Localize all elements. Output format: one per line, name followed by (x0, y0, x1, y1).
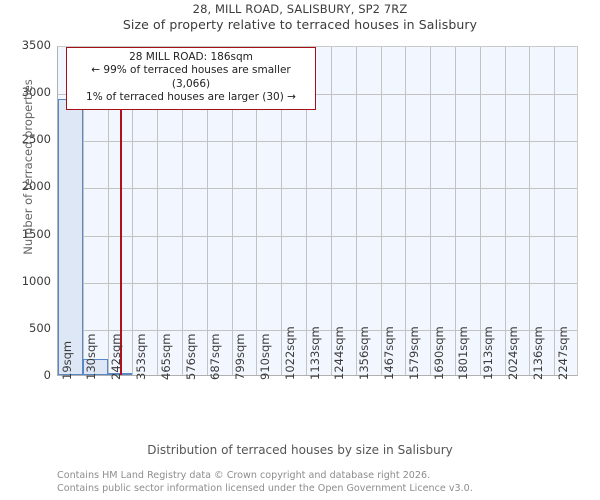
gridline-vertical (132, 47, 134, 375)
footer-attribution: Contains HM Land Registry data © Crown c… (57, 470, 597, 496)
gridline-vertical (479, 47, 481, 375)
plot-area (57, 46, 578, 376)
x-axis-tick-label: 19sqm (59, 340, 74, 380)
x-axis-tick-label: 1022sqm (282, 326, 297, 380)
property-marker-line (120, 47, 122, 375)
x-axis-tick-label: 687sqm (208, 333, 223, 380)
gridline-horizontal (58, 329, 577, 331)
x-axis-tick-label: 2247sqm (555, 326, 570, 380)
x-axis-tick-label: 576sqm (183, 333, 198, 380)
y-axis-tick-label: 500 (29, 320, 51, 335)
gridline-horizontal (58, 235, 577, 237)
x-axis-title: Distribution of terraced houses by size … (147, 443, 453, 457)
chart-subtitle: Size of property relative to terraced ho… (122, 17, 478, 32)
gridline-vertical (182, 47, 184, 375)
gridline-vertical (231, 47, 233, 375)
gridline-vertical (82, 47, 84, 375)
y-axis-tick-label: 2000 (21, 179, 51, 194)
gridline-vertical (281, 47, 283, 375)
y-axis-title: Number of terraced properties (21, 79, 35, 255)
gridline-horizontal (58, 188, 577, 190)
y-axis-tick-label: 1500 (21, 226, 51, 241)
x-axis-tick-label: 1244sqm (332, 326, 347, 380)
gridline-vertical (330, 47, 332, 375)
x-axis-tick-label: 1467sqm (382, 326, 397, 380)
gridline-vertical (554, 47, 556, 375)
footer-line-1: Contains HM Land Registry data © Crown c… (57, 470, 431, 481)
histogram-bar (58, 98, 83, 375)
annotation-line-3: 1% of terraced houses are larger (30) → (86, 91, 296, 104)
y-axis-tick-label: 2500 (21, 132, 51, 147)
x-axis-tick-label: 1356sqm (357, 326, 372, 380)
gridline-vertical (430, 47, 432, 375)
gridline-vertical (529, 47, 531, 375)
gridline-vertical (256, 47, 258, 375)
property-annotation-box: 28 MILL ROAD: 186sqm ← 99% of terraced h… (66, 47, 316, 110)
gridline-vertical (157, 47, 159, 375)
gridline-vertical (405, 47, 407, 375)
y-axis-tick-label: 3000 (21, 85, 51, 100)
footer-line-2: Contains public sector information licen… (57, 482, 473, 494)
histogram-bar (107, 373, 133, 375)
x-axis-tick-label: 353sqm (133, 333, 148, 380)
annotation-line-1: 28 MILL ROAD: 186sqm (129, 51, 253, 63)
gridline-vertical (306, 47, 308, 375)
chart-title: 28, MILL ROAD, SALISBURY, SP2 7RZ (192, 2, 408, 16)
x-axis-tick-label: 242sqm (109, 333, 124, 380)
x-axis-tick-label: 465sqm (158, 333, 173, 380)
annotation-line-2: ← 99% of terraced houses are smaller (3,… (91, 64, 291, 90)
x-axis-tick-label: 2024sqm (506, 326, 521, 380)
gridline-vertical (206, 47, 208, 375)
x-axis-tick-label: 1913sqm (481, 326, 496, 380)
gridline-vertical (107, 47, 109, 375)
gridline-horizontal (58, 141, 577, 143)
x-axis-tick-label: 910sqm (257, 333, 272, 380)
x-axis-tick-label: 130sqm (84, 333, 99, 380)
gridline-vertical (380, 47, 382, 375)
x-axis-tick-label: 2136sqm (530, 326, 545, 380)
y-axis-tick-label: 3500 (21, 38, 51, 52)
y-axis-tick-label: 1000 (21, 273, 51, 288)
gridline-vertical (504, 47, 506, 375)
gridline-horizontal (58, 94, 577, 96)
gridline-horizontal (58, 282, 577, 284)
x-axis-tick-label: 1801sqm (456, 326, 471, 380)
x-axis-tick-label: 1690sqm (431, 326, 446, 380)
histogram-bar (82, 358, 108, 375)
x-axis-tick-label: 799sqm (233, 333, 248, 380)
y-axis-tick-label: 0 (43, 368, 51, 382)
gridline-vertical (355, 47, 357, 375)
x-axis-tick-label: 1579sqm (406, 326, 421, 380)
x-axis-tick-label: 1133sqm (307, 326, 322, 380)
gridline-vertical (454, 47, 456, 375)
